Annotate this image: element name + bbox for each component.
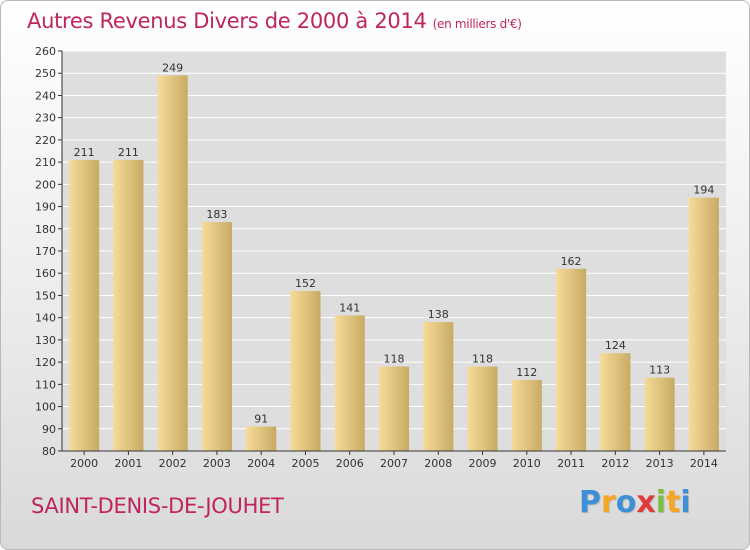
x-tick-label: 2010 bbox=[513, 457, 541, 470]
x-tick-label: 2005 bbox=[291, 457, 319, 470]
proxiti-logo: Proxiti bbox=[579, 485, 691, 520]
x-tick-label: 2004 bbox=[247, 457, 275, 470]
x-tick-label: 2014 bbox=[690, 457, 718, 470]
bar bbox=[246, 426, 277, 451]
bar-value-label: 249 bbox=[162, 61, 183, 74]
y-tick-label: 80 bbox=[42, 445, 56, 458]
bar bbox=[378, 366, 410, 451]
y-tick-label: 90 bbox=[42, 423, 56, 436]
bar bbox=[201, 222, 232, 451]
bar bbox=[556, 268, 587, 451]
bar-value-label: 211 bbox=[74, 146, 95, 159]
bar-value-label: 124 bbox=[605, 339, 626, 352]
y-tick-label: 200 bbox=[35, 178, 56, 191]
y-tick-label: 210 bbox=[35, 156, 56, 169]
unit-label: (en milliers d'€) bbox=[432, 17, 522, 31]
y-tick-label: 120 bbox=[35, 356, 56, 369]
x-tick-label: 2011 bbox=[557, 457, 585, 470]
y-tick-label: 180 bbox=[35, 223, 56, 236]
y-tick-label: 140 bbox=[35, 312, 56, 325]
bar-value-label: 91 bbox=[254, 413, 268, 426]
x-tick-label: 2002 bbox=[159, 457, 187, 470]
bar bbox=[113, 159, 144, 451]
y-tick-label: 100 bbox=[35, 401, 56, 414]
bar-value-label: 113 bbox=[649, 364, 670, 377]
y-tick-label: 230 bbox=[35, 112, 56, 125]
logo-letter: r bbox=[601, 485, 616, 520]
y-tick-label: 250 bbox=[35, 67, 56, 80]
title-text: Autres Revenus Divers de 2000 à 2014 bbox=[27, 9, 427, 33]
y-tick-label: 170 bbox=[35, 245, 56, 258]
x-tick-label: 2003 bbox=[203, 457, 231, 470]
bar-value-label: 152 bbox=[295, 277, 316, 290]
bar bbox=[688, 197, 719, 451]
bar-value-label: 141 bbox=[339, 301, 360, 314]
logo-letter: P bbox=[579, 485, 601, 520]
x-tick-label: 2006 bbox=[336, 457, 364, 470]
bar-value-label: 118 bbox=[384, 353, 405, 366]
y-tick-label: 150 bbox=[35, 289, 56, 302]
commune-name: SAINT-DENIS-DE-JOUHET bbox=[31, 494, 284, 518]
y-tick-label: 240 bbox=[35, 89, 56, 102]
bar-value-label: 194 bbox=[693, 184, 714, 197]
logo-letter: t bbox=[666, 485, 681, 520]
bars: 211 211 249 183 91 152 141 118 138 118 112 162 124 11… bbox=[69, 61, 719, 451]
chart-title: Autres Revenus Divers de 2000 à 2014 (en … bbox=[27, 9, 522, 33]
x-tick-label: 2009 bbox=[469, 457, 497, 470]
bar bbox=[511, 379, 542, 451]
y-tick-label: 110 bbox=[35, 378, 56, 391]
bar-value-label: 112 bbox=[516, 366, 537, 379]
x-tick-label: 2013 bbox=[646, 457, 674, 470]
x-tick-label: 2008 bbox=[424, 457, 452, 470]
bar-value-label: 138 bbox=[428, 308, 449, 321]
y-tick-label: 260 bbox=[35, 45, 56, 58]
bar bbox=[334, 315, 365, 451]
logo-letter: o bbox=[615, 485, 637, 520]
bar-value-label: 162 bbox=[561, 255, 582, 268]
logo-letter: x bbox=[636, 485, 656, 520]
bar bbox=[69, 159, 100, 451]
x-tick-label: 2001 bbox=[114, 457, 142, 470]
bar bbox=[600, 353, 631, 451]
bar bbox=[467, 366, 498, 451]
x-tick-label: 2007 bbox=[380, 457, 408, 470]
bar-value-label: 118 bbox=[472, 353, 493, 366]
y-tick-label: 130 bbox=[35, 334, 56, 347]
logo-letter: i bbox=[655, 485, 667, 520]
x-tick-label: 2012 bbox=[601, 457, 629, 470]
y-tick-label: 190 bbox=[35, 201, 56, 214]
bar-value-label: 211 bbox=[118, 146, 139, 159]
logo-letter: i bbox=[680, 485, 691, 520]
y-tick-label: 160 bbox=[35, 267, 56, 280]
bar bbox=[644, 377, 675, 451]
bar bbox=[290, 291, 321, 451]
axes: 80 90 100 110 120 130 140 150 160 170 180 190 200 210… bbox=[35, 45, 726, 470]
x-tick-label: 2000 bbox=[70, 457, 98, 470]
bar-value-label: 183 bbox=[206, 208, 227, 221]
bar bbox=[423, 322, 454, 451]
bar bbox=[157, 75, 188, 451]
y-tick-label: 220 bbox=[35, 134, 56, 147]
